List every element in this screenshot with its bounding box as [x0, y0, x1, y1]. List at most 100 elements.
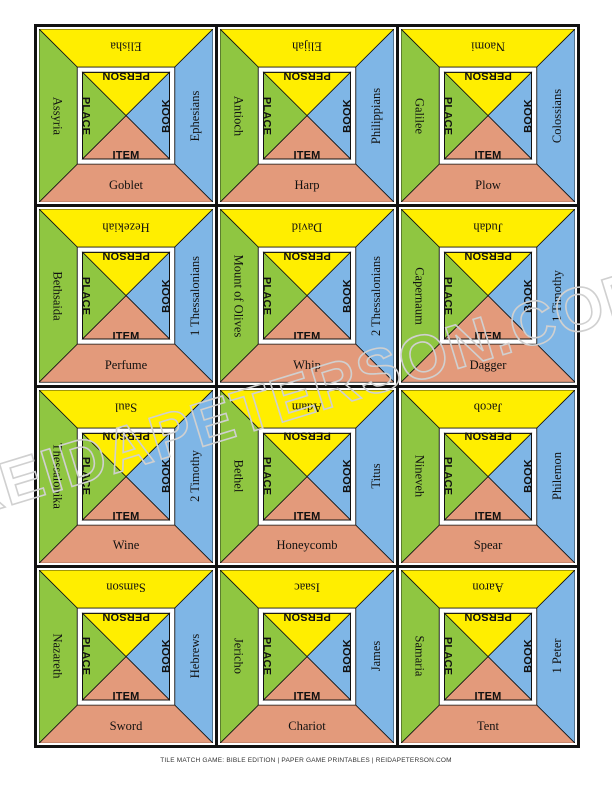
place-name: Galilee: [411, 97, 426, 134]
inner-square-border: [445, 72, 532, 159]
person-category-label: PERSON: [283, 610, 331, 623]
place-category-label: PLACE: [260, 276, 273, 316]
person-name: Hezekiah: [102, 219, 150, 234]
item-category-label: ITEM: [293, 510, 321, 523]
place-name: Nazareth: [49, 633, 64, 679]
item-name: Honeycomb: [276, 538, 338, 552]
tile-graphic: [401, 209, 575, 383]
person-category-label: PERSON: [102, 69, 150, 82]
book-category-label: BOOK: [522, 639, 535, 674]
place-name: Samaria: [411, 635, 426, 677]
tile: Jacob Nineveh Philemon Spear PERSON PLACE BOOK…: [399, 387, 577, 565]
place-category-label: PLACE: [260, 96, 273, 135]
item-category-label: ITEM: [293, 690, 321, 703]
person-category-label: PERSON: [464, 69, 512, 82]
person-name: David: [291, 219, 323, 234]
tile-graphic: [220, 569, 394, 743]
place-name: Antioch: [230, 95, 245, 136]
inner-square-border: [264, 613, 351, 700]
item-category-label: ITEM: [112, 330, 140, 343]
place-category-label: PLACE: [441, 96, 454, 135]
inner-square-border: [83, 72, 170, 159]
tile: Hezekiah Bethsaida 1 Thessalonians Perfume P…: [37, 207, 215, 385]
item-name: Perfume: [104, 357, 148, 372]
book-category-label: BOOK: [341, 459, 354, 494]
place-category-label: PLACE: [441, 456, 454, 496]
place-name: Mount of Olives: [230, 254, 245, 338]
tile: Aaron Samaria 1 Peter Tent PERSON PLACE BOOK IT…: [399, 567, 577, 745]
inner-square-border: [264, 72, 351, 159]
place-category-label: PLACE: [260, 456, 273, 496]
place-category-label: PLACE: [441, 637, 454, 676]
person-category-label: PERSON: [283, 249, 331, 262]
person-category-label: PERSON: [283, 69, 331, 82]
tile: David Mount of Olives 2 Thessalonians Whip P…: [218, 207, 396, 385]
book-name: 2 Thessalonians: [369, 255, 384, 336]
inner-square-border: [445, 613, 532, 700]
book-name: Hebrews: [188, 634, 203, 679]
tile: Judah Capernaum 1 Timothy Dagger PERSON PLACE…: [399, 207, 577, 385]
item-name: Harp: [294, 177, 320, 192]
tile-graphic: [39, 209, 213, 383]
inner-square-border: [445, 433, 532, 520]
item-name: Whip: [293, 357, 321, 372]
person-category-label: PERSON: [283, 429, 331, 442]
tile: Naomi Galilee Colossians Plow PERSON PLACE BOO…: [399, 27, 577, 205]
item-category-label: ITEM: [474, 510, 502, 523]
tile-graphic: [39, 29, 213, 203]
person-category-label: PERSON: [464, 249, 512, 262]
item-name: Plow: [475, 177, 501, 192]
place-name: Assyria: [49, 96, 64, 135]
person-category-label: PERSON: [102, 249, 150, 262]
tile-graphic: [220, 209, 394, 383]
person-name: Saul: [114, 400, 138, 415]
place-category-label: PLACE: [79, 637, 92, 676]
item-name: Spear: [473, 538, 503, 552]
inner-square-border: [83, 433, 170, 520]
place-name: Bethel: [230, 459, 245, 493]
place-category-label: PLACE: [441, 276, 454, 316]
place-category-label: PLACE: [79, 96, 92, 135]
person-category-label: PERSON: [102, 610, 150, 623]
tile-graphic: [401, 29, 575, 203]
place-name: Jericho: [230, 638, 245, 675]
person-name: Aaron: [472, 580, 504, 595]
tile-graphic: [220, 29, 394, 203]
tile: Samson Nazareth Hebrews Sword PERSON PLACE BOO…: [37, 567, 215, 745]
book-name: 1 Peter: [550, 638, 565, 674]
book-category-label: BOOK: [341, 98, 354, 133]
item-name: Sword: [109, 718, 143, 733]
place-category-label: PLACE: [260, 637, 273, 676]
book-name: Colossians: [550, 88, 565, 143]
item-category-label: ITEM: [112, 690, 140, 703]
person-name: Adam: [291, 400, 323, 415]
person-name: Judah: [473, 219, 503, 234]
person-name: Jacob: [473, 400, 503, 415]
book-category-label: BOOK: [160, 278, 173, 313]
book-category-label: BOOK: [522, 98, 535, 133]
item-category-label: ITEM: [293, 149, 321, 162]
tile: Isaac Jericho James Chariot PERSON PLACE BOOK I…: [218, 567, 396, 745]
book-category-label: BOOK: [160, 639, 173, 674]
item-category-label: ITEM: [474, 690, 502, 703]
tile-graphic: [220, 389, 394, 563]
inner-square-border: [264, 253, 351, 340]
tile-grid: Elisha Assyria Ephesians Goblet PERSON PLACE B…: [34, 24, 580, 748]
item-category-label: ITEM: [474, 330, 502, 343]
place-name: Capernaum: [411, 267, 426, 325]
place-name: Nineveh: [411, 454, 426, 498]
tile-graphic: [39, 569, 213, 743]
book-name: Philemon: [550, 452, 565, 501]
person-category-label: PERSON: [464, 610, 512, 623]
item-category-label: ITEM: [293, 330, 321, 343]
item-name: Dagger: [469, 357, 507, 372]
person-name: Elisha: [110, 39, 142, 54]
inner-square-border: [83, 253, 170, 340]
book-name: 1 Thessalonians: [188, 255, 203, 336]
inner-square-border: [445, 253, 532, 340]
book-category-label: BOOK: [522, 459, 535, 494]
person-category-label: PERSON: [102, 429, 150, 442]
book-category-label: BOOK: [341, 278, 354, 313]
place-category-label: PLACE: [79, 456, 92, 496]
footer-caption: TILE MATCH GAME: BIBLE EDITION | PAPER G…: [160, 757, 452, 764]
